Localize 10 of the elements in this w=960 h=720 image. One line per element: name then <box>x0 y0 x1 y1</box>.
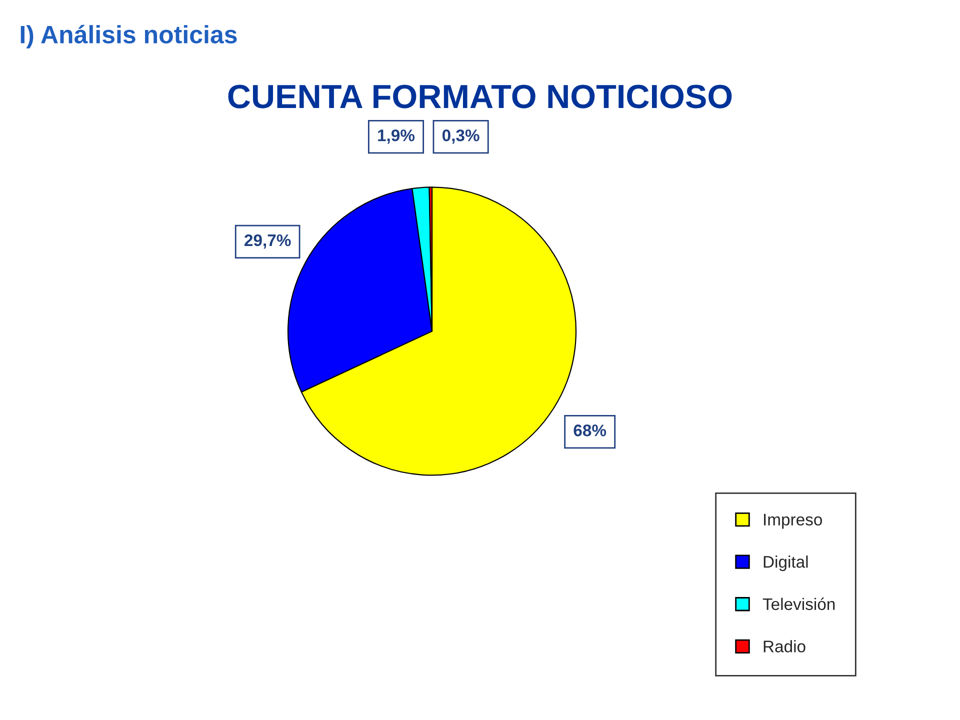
legend-label: Televisión <box>762 598 835 610</box>
data-label: 1,9% <box>378 129 415 144</box>
text: I) Análisis noticias <box>20 24 237 48</box>
legend-label: Digital <box>764 556 808 572</box>
chart-title: CUENTA FORMATO NOTICIOSO <box>228 84 732 108</box>
data-label: 0,3% <box>442 129 480 144</box>
data-label: 29,7% <box>244 234 291 249</box>
data-label: 68% <box>574 424 606 436</box>
legend-label: Impreso <box>764 514 822 529</box>
legend-label: Radio <box>764 640 806 652</box>
